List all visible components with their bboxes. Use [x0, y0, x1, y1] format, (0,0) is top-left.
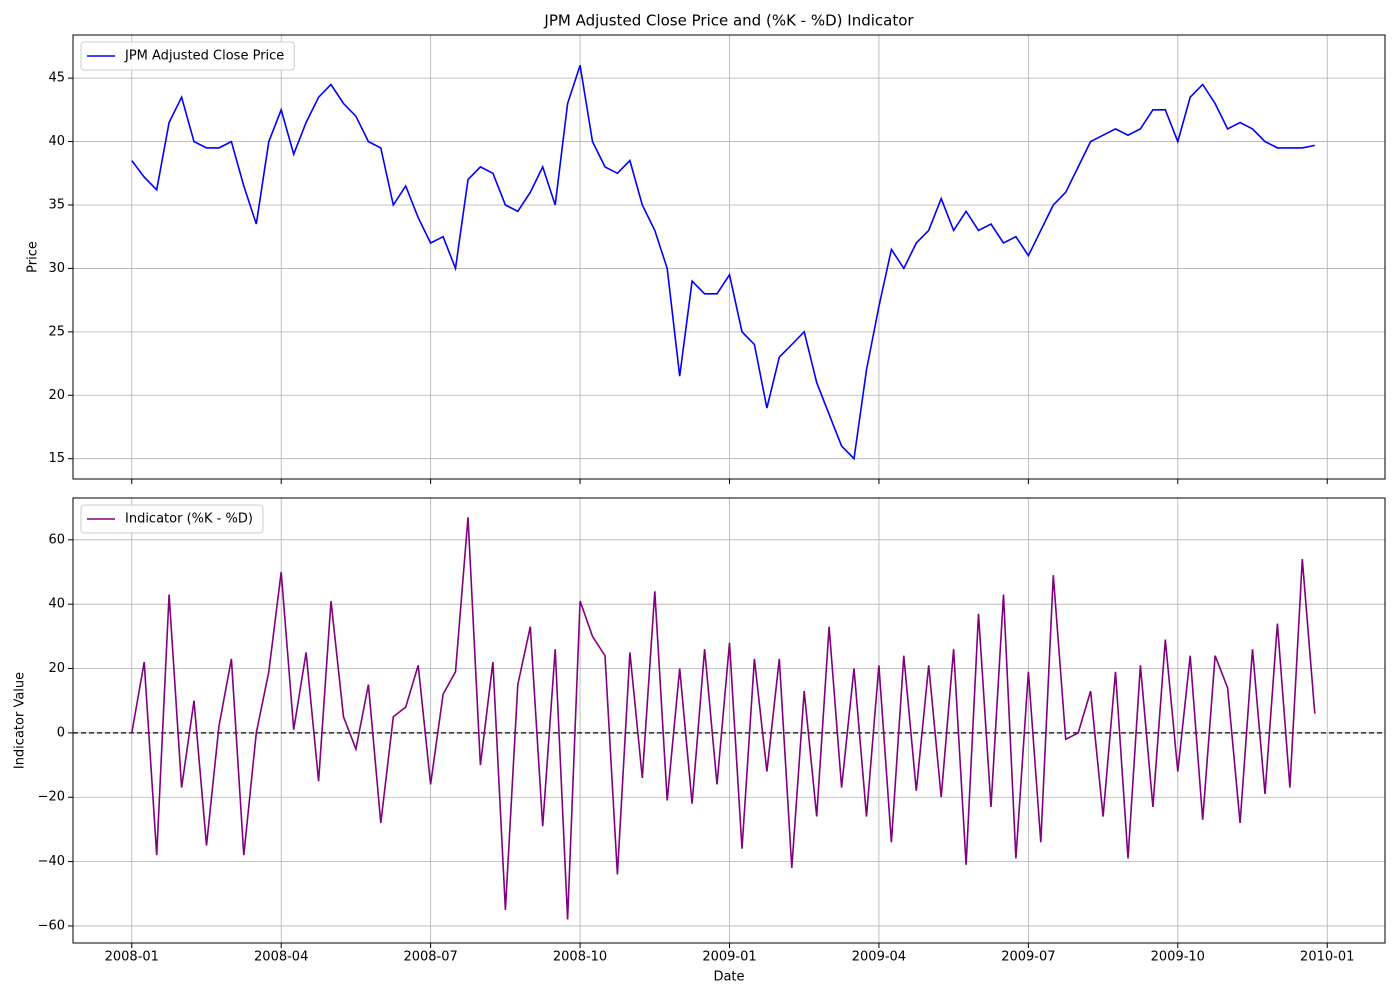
x-tick-label: 2008-07 — [403, 950, 457, 965]
y-tick-label: 40 — [48, 134, 65, 149]
chart-title: JPM Adjusted Close Price and (%K - %D) I… — [543, 12, 914, 30]
y-tick-label: 25 — [48, 324, 65, 339]
x-tick-label: 2009-10 — [1151, 950, 1205, 965]
price-line — [131, 517, 1316, 920]
y-tick-label: 60 — [48, 532, 65, 547]
x-tick-label: 2008-04 — [254, 950, 308, 965]
axes-frame — [72, 497, 1386, 944]
legend-box — [80, 504, 264, 534]
x-tick-label: 2010-01 — [1300, 950, 1354, 965]
y-tick-label: −20 — [38, 790, 65, 805]
x-tick-label: 2009-07 — [1001, 950, 1055, 965]
x-axis-label: Date — [713, 970, 744, 985]
x-tick-label: 2009-01 — [702, 950, 756, 965]
y-tick-label: 40 — [48, 597, 65, 612]
y-axis-label: Price — [26, 241, 41, 273]
y-tick-label: 20 — [48, 388, 65, 403]
y-tick-label: −40 — [38, 854, 65, 869]
y-tick-label: 35 — [48, 197, 65, 212]
x-tick-label: 2008-01 — [105, 950, 159, 965]
legend-box — [80, 41, 295, 71]
x-tick-label: 2008-10 — [553, 950, 607, 965]
legend-label: Indicator (%K - %D) — [125, 512, 253, 527]
price-line — [131, 65, 1315, 461]
y-tick-label: 45 — [48, 71, 65, 86]
y-tick-label: 30 — [48, 261, 65, 276]
y-axis-label: Indicator Value — [13, 672, 28, 769]
axes-frame — [72, 34, 1386, 480]
legend: JPM Adjusted Close Price — [80, 41, 295, 71]
x-tick-label: 2009-04 — [852, 950, 906, 965]
y-tick-label: 15 — [48, 451, 65, 466]
y-tick-label: 20 — [48, 661, 65, 676]
legend-label: JPM Adjusted Close Price — [124, 49, 284, 64]
y-tick-label: 0 — [57, 725, 65, 740]
y-tick-label: −60 — [38, 918, 65, 933]
legend: Indicator (%K - %D) — [80, 504, 264, 534]
